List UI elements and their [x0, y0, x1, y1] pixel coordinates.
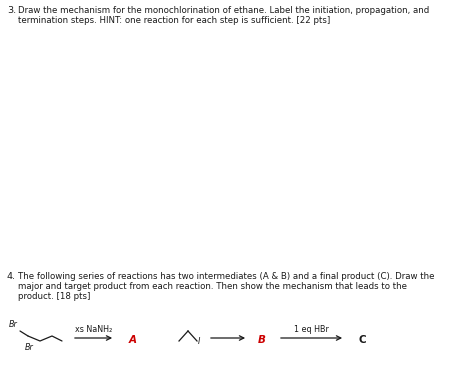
Text: termination steps. HINT: one reaction for each step is sufficient. [22 pts]: termination steps. HINT: one reaction fo… — [18, 16, 330, 25]
Text: 3.: 3. — [7, 6, 16, 15]
Text: A: A — [129, 335, 137, 345]
Text: Draw the mechanism for the monochlorination of ethane. Label the initiation, pro: Draw the mechanism for the monochlorinat… — [18, 6, 429, 15]
Text: 1 eq HBr: 1 eq HBr — [294, 325, 329, 334]
Text: Br: Br — [9, 320, 18, 329]
Text: I: I — [198, 337, 201, 345]
Text: Br: Br — [25, 343, 33, 352]
Text: B: B — [258, 335, 266, 345]
Text: major and target product from each reaction. Then show the mechanism that leads : major and target product from each react… — [18, 282, 407, 291]
Text: C: C — [358, 335, 366, 345]
Text: xs NaNH₂: xs NaNH₂ — [75, 325, 112, 334]
Text: The following series of reactions has two intermediates (A & B) and a final prod: The following series of reactions has tw… — [18, 272, 435, 281]
Text: product. [18 pts]: product. [18 pts] — [18, 292, 91, 301]
Text: 4.: 4. — [7, 272, 16, 281]
